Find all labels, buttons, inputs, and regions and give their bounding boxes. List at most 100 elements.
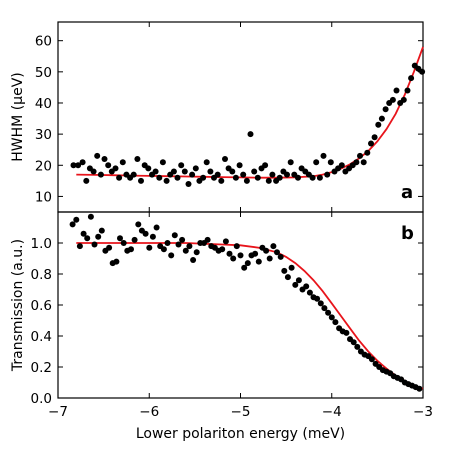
y-tick-label: 50 <box>35 65 52 81</box>
data-point <box>357 152 363 159</box>
data-point <box>106 244 113 251</box>
data-point <box>419 68 426 75</box>
data-point <box>69 221 76 228</box>
data-point <box>186 243 193 250</box>
y-tick-label: 0.6 <box>31 298 52 314</box>
x-tick-label: −7 <box>48 404 68 420</box>
data-point <box>229 168 236 175</box>
data-point <box>163 177 170 184</box>
data-point <box>207 168 214 175</box>
data-point <box>83 177 90 184</box>
data-point <box>79 159 86 166</box>
y-tick-label: 0.4 <box>31 329 52 345</box>
data-point <box>135 221 142 228</box>
data-point <box>222 238 229 245</box>
data-point <box>251 168 258 175</box>
data-point <box>393 87 400 94</box>
data-point <box>98 227 105 234</box>
data-point <box>263 247 270 254</box>
data-point <box>382 106 389 113</box>
data-point <box>240 171 247 178</box>
panel-a-letter: a <box>401 182 413 203</box>
data-point <box>270 243 277 250</box>
data-point <box>70 162 77 169</box>
data-point <box>375 121 382 128</box>
data-point <box>262 162 269 169</box>
data-point <box>368 140 374 147</box>
data-point <box>179 236 186 243</box>
x-tick-label: −3 <box>413 404 433 420</box>
data-point <box>149 233 156 240</box>
y-tick-label: 40 <box>35 96 52 112</box>
data-point <box>142 230 149 237</box>
data-point <box>105 162 112 169</box>
y-tick-label: 30 <box>35 127 52 143</box>
data-point <box>288 264 295 271</box>
data-point <box>174 174 181 181</box>
data-point <box>80 230 87 237</box>
x-tick-label: −5 <box>231 404 251 420</box>
data-point <box>306 289 313 296</box>
panel-b-letter: b <box>401 223 414 244</box>
data-point <box>204 236 211 243</box>
data-point <box>134 156 141 162</box>
data-point <box>400 96 407 103</box>
data-point <box>138 177 144 184</box>
data-point <box>95 233 102 240</box>
data-point <box>230 255 237 262</box>
data-point <box>254 174 261 181</box>
data-point <box>243 177 250 184</box>
data-point <box>309 174 316 181</box>
data-point <box>416 385 423 392</box>
data-point <box>368 356 375 363</box>
data-point <box>408 75 415 82</box>
data-point <box>320 152 327 159</box>
data-point <box>371 134 378 141</box>
data-point <box>266 255 273 262</box>
data-point <box>101 156 108 162</box>
data-point <box>112 165 119 172</box>
data-point <box>113 258 120 265</box>
data-point <box>153 224 160 231</box>
panel-a-y-ticks: 10 20 30 40 50 60 <box>35 34 423 205</box>
data-point <box>73 216 80 223</box>
data-point <box>130 171 137 178</box>
data-point <box>244 260 251 267</box>
data-point <box>237 252 244 259</box>
data-point <box>146 244 153 251</box>
y-tick-label: 0.8 <box>31 267 52 283</box>
data-point <box>160 246 167 253</box>
data-point <box>389 96 396 103</box>
data-point <box>76 243 83 250</box>
data-point <box>226 250 233 257</box>
data-point <box>185 181 192 187</box>
data-point <box>236 162 243 169</box>
data-point <box>190 257 197 263</box>
panel-a-data-points <box>70 62 426 187</box>
data-point <box>182 247 189 254</box>
data-point <box>317 300 324 307</box>
data-point <box>145 165 152 172</box>
data-point <box>378 115 385 122</box>
data-point <box>360 159 367 166</box>
panel-a-fit-curve <box>76 46 424 179</box>
data-point <box>281 267 288 274</box>
data-point <box>156 174 163 181</box>
data-point <box>287 159 294 166</box>
data-point <box>87 213 94 220</box>
y-tick-label: 1.0 <box>31 236 52 252</box>
data-point <box>192 165 199 172</box>
data-point <box>247 131 254 138</box>
data-point <box>277 253 284 260</box>
data-point <box>219 246 226 253</box>
panel-a-frame <box>57 21 424 213</box>
data-point <box>255 258 262 265</box>
panel-b-x-ticks: −7 −6 −5 −4 −3 <box>48 212 433 420</box>
x-tick-label: −4 <box>322 404 342 420</box>
data-point <box>284 171 290 178</box>
data-point <box>84 235 91 242</box>
panel-b-data-points <box>69 213 423 392</box>
data-point <box>274 249 280 256</box>
data-point <box>193 249 200 256</box>
x-axis-label: Lower polariton energy (meV) <box>136 426 345 442</box>
